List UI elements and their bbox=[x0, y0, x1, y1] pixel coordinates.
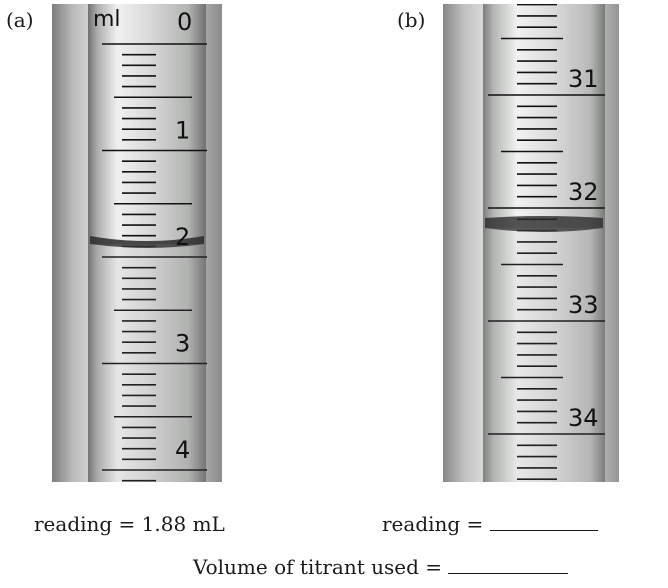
panel-a-label: (a) bbox=[6, 8, 34, 32]
burette-photo-b: 31 32 33 34 bbox=[443, 4, 619, 482]
scale-number: 4 bbox=[175, 436, 190, 464]
reading-b[interactable]: reading = bbox=[382, 512, 598, 536]
graduation-marks-b bbox=[488, 4, 605, 481]
scale-number: 1 bbox=[175, 117, 190, 145]
graduation-marks-a bbox=[102, 43, 207, 482]
volume-titrant-blank[interactable] bbox=[448, 555, 569, 574]
scale-number: 34 bbox=[568, 404, 599, 432]
scale-number: 33 bbox=[568, 291, 599, 319]
scale-number: 3 bbox=[175, 330, 190, 358]
scale-number: 2 bbox=[175, 223, 190, 251]
volume-titrant[interactable]: Volume of titrant used = bbox=[193, 555, 569, 579]
reading-b-text: reading = bbox=[382, 512, 490, 536]
scale-number: 0 bbox=[177, 8, 192, 36]
reading-a: reading = 1.88 mL bbox=[34, 512, 225, 536]
volume-titrant-text: Volume of titrant used = bbox=[193, 555, 449, 579]
burette-photo-a: ml 0 1 2 3 4 bbox=[52, 4, 222, 482]
reading-b-blank[interactable] bbox=[489, 512, 598, 531]
panel-b-label: (b) bbox=[397, 8, 426, 32]
unit-label: ml bbox=[93, 7, 121, 32]
meniscus-a bbox=[90, 236, 204, 248]
reading-a-text: reading = 1.88 mL bbox=[34, 512, 225, 536]
meniscus-b bbox=[485, 216, 603, 232]
scale-number: 32 bbox=[568, 178, 599, 206]
scale-number: 31 bbox=[568, 65, 599, 93]
